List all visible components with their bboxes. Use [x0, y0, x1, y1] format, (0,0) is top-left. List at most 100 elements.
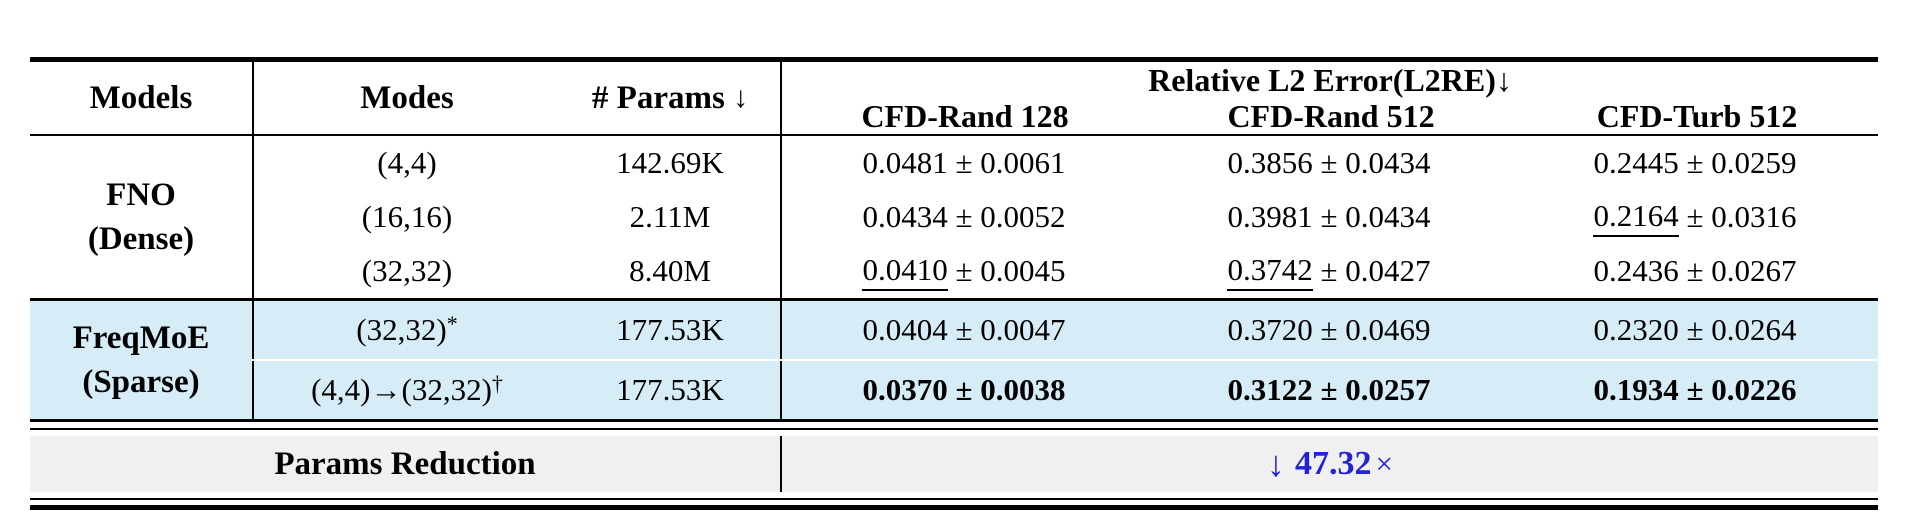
params-reduction-value: ↓ 47.32 ×: [780, 436, 1878, 492]
modes-cell: (32,32): [252, 244, 560, 298]
mean-value: 0.0434: [862, 199, 948, 234]
std-value: 0.0038: [980, 372, 1066, 407]
bottom-rule-gap: [30, 500, 1878, 505]
l2re-value-cell: 0.1934 ± 0.0226: [1512, 361, 1878, 419]
l2re-value-cell: 0.3720 ± 0.0469: [1146, 301, 1512, 359]
footnote-marker: †: [491, 371, 503, 396]
model-name: FreqMoE: [72, 320, 210, 356]
mean-value: 0.0410: [862, 252, 948, 291]
table-header: Models Modes # Params ↓ Relative L2 Erro…: [30, 62, 1878, 134]
pm-sign: ±: [1678, 199, 1712, 234]
model-subtitle: (Dense): [87, 221, 195, 257]
pre-footer-rule-gap: [30, 422, 1878, 428]
footer-row: Params Reduction ↓ 47.32 ×: [30, 436, 1878, 492]
std-value: 0.0052: [980, 199, 1066, 234]
header-params-label: # Params: [591, 79, 725, 116]
pm-sign: ±: [1678, 253, 1712, 288]
l2re-value-cell: 0.0404 ± 0.0047: [780, 301, 1146, 359]
model-name: FNO: [106, 177, 176, 213]
header-models: Models: [89, 79, 193, 116]
params-cell: 2.11M: [560, 190, 780, 244]
params-cell: 142.69K: [560, 136, 780, 190]
footnote-marker: *: [446, 311, 458, 336]
l2re-value-cell: 0.0481 ± 0.0061: [780, 136, 1146, 190]
header-dataset-cfd-rand-128: CFD-Rand 128: [861, 98, 1069, 134]
params-value: 2.11M: [629, 199, 711, 234]
params-cell: 177.53K: [560, 361, 780, 419]
pm-sign: ±: [1312, 372, 1346, 407]
mean-value: 0.3856: [1227, 145, 1313, 180]
l2re-value-cell: 0.0370 ± 0.0038: [780, 361, 1146, 419]
mean-value: 0.3742: [1227, 252, 1313, 291]
mean-value: 0.3122: [1227, 372, 1313, 407]
mean-value: 0.3981: [1227, 199, 1313, 234]
l2re-value-cell: 0.2445 ± 0.0259: [1512, 136, 1878, 190]
params-value: 177.53K: [616, 372, 724, 407]
model-name-cell: FNO (Dense): [30, 136, 252, 298]
pm-sign: ±: [1678, 145, 1712, 180]
header-dataset-row: CFD-Rand 128 CFD-Rand 512 CFD-Turb 512: [782, 98, 1878, 134]
modes-value: (32,32)*: [356, 311, 458, 347]
bottom-rule-thin: [30, 498, 1878, 500]
section-divider-rule: [30, 298, 1878, 301]
pm-sign: ±: [1312, 199, 1346, 234]
std-value: 0.0434: [1345, 145, 1431, 180]
l2re-value-cell: 0.2320 ± 0.0264: [1512, 301, 1878, 359]
std-value: 0.0259: [1711, 145, 1797, 180]
l2re-value-cell: 0.3742 ± 0.0427: [1146, 244, 1512, 298]
l2re-value-cell: 0.2436 ± 0.0267: [1512, 244, 1878, 298]
mean-value: 0.0481: [862, 145, 948, 180]
bottom-rule-thick: [30, 505, 1878, 510]
table: Models Modes # Params ↓ Relative L2 Erro…: [30, 57, 1878, 510]
params-value: 8.40M: [629, 253, 711, 288]
std-value: 0.0061: [980, 145, 1066, 180]
pm-sign: ±: [1312, 253, 1346, 288]
header-l2re-group: Relative L2 Error(L2RE)↓ CFD-Rand 128 CF…: [780, 62, 1878, 134]
section-freqmoe-sparse: FreqMoE (Sparse) (32,32)* 177.53K 0.0404 ± 0…: [30, 301, 1878, 419]
modes-value: (16,16): [361, 199, 453, 234]
l2re-value-cell: 0.3981 ± 0.0434: [1146, 190, 1512, 244]
modes-value: (4,4): [377, 145, 437, 180]
pm-sign: ±: [1678, 312, 1712, 347]
mean-value: 0.2445: [1593, 145, 1679, 180]
header-params: # Params ↓: [560, 62, 780, 134]
mean-value: 0.2320: [1593, 312, 1679, 347]
mean-value: 0.2436: [1593, 253, 1679, 288]
std-value: 0.0257: [1345, 372, 1431, 407]
l2re-value-cell: 0.3122 ± 0.0257: [1146, 361, 1512, 419]
mean-value: 0.3720: [1227, 312, 1313, 347]
pm-sign: ±: [947, 199, 981, 234]
pm-sign: ±: [947, 312, 981, 347]
section-fno-dense: FNO (Dense) (4,4) 142.69K 0.0481 ± 0.0061 0.3…: [30, 136, 1878, 298]
std-value: 0.0047: [980, 312, 1066, 347]
params-value: 177.53K: [616, 312, 724, 347]
down-arrow-icon: ↓: [733, 81, 749, 114]
std-value: 0.0045: [980, 253, 1066, 288]
reduction-factor: 47.32: [1295, 445, 1372, 482]
pm-sign: ±: [1678, 372, 1712, 407]
down-arrow-icon: ↓: [1267, 444, 1285, 484]
std-value: 0.0316: [1711, 199, 1797, 234]
mean-value: 0.2164: [1593, 198, 1679, 237]
header-l2re-title: Relative L2 Error(L2RE)↓: [1148, 62, 1512, 98]
params-cell: 177.53K: [560, 301, 780, 359]
modes-cell: (4,4): [252, 136, 560, 190]
header-dataset-cfd-rand-512: CFD-Rand 512: [1227, 98, 1435, 134]
pm-sign: ±: [947, 372, 981, 407]
mean-value: 0.1934: [1593, 372, 1679, 407]
std-value: 0.0427: [1345, 253, 1431, 288]
pm-sign: ±: [1312, 312, 1346, 347]
model-subtitle: (Sparse): [82, 364, 200, 400]
mean-value: 0.0370: [862, 372, 948, 407]
pm-sign: ±: [947, 253, 981, 288]
std-value: 0.0226: [1711, 372, 1797, 407]
model-name-cell: FreqMoE (Sparse): [30, 301, 252, 419]
std-value: 0.0469: [1345, 312, 1431, 347]
l2re-value-cell: 0.2164 ± 0.0316: [1512, 190, 1878, 244]
std-value: 0.0267: [1711, 253, 1797, 288]
modes-cell: (16,16): [252, 190, 560, 244]
pre-footer-rule-thick: [30, 419, 1878, 422]
pm-sign: ±: [947, 145, 981, 180]
modes-cell: (4,4)→(32,32)†: [252, 361, 560, 419]
